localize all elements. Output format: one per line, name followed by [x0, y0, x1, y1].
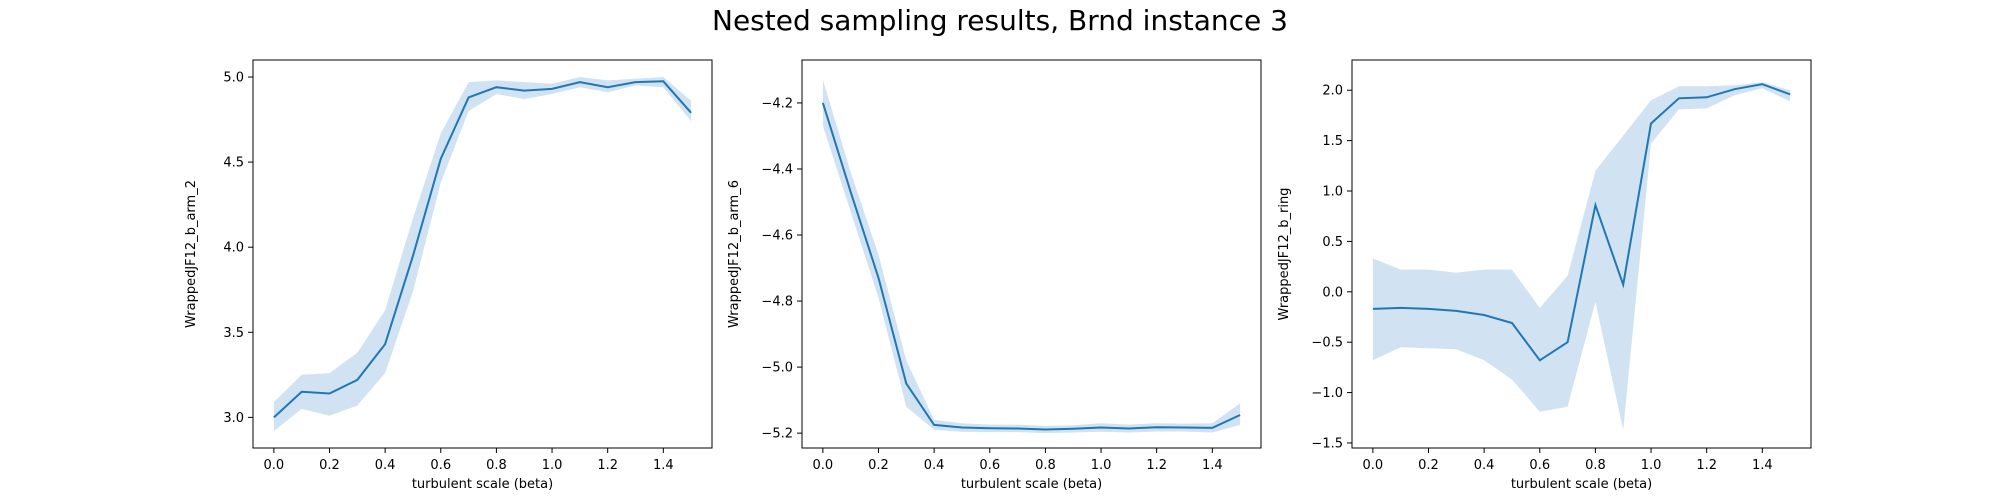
y-axis-label: WrappedJF12_b_arm_6	[727, 180, 742, 328]
x-tick-label: 1.4	[1752, 458, 1773, 473]
axes-frame	[801, 59, 1262, 449]
x-tick-label: 0.6	[979, 458, 1000, 473]
x-tick-label: 0.4	[375, 458, 396, 473]
axes-frame	[252, 59, 713, 449]
y-tick-label: −1.5	[1311, 436, 1343, 451]
x-tick-label: 0.4	[924, 458, 945, 473]
series-line	[821, 102, 1241, 431]
y-tick-label: 0.5	[1322, 235, 1343, 250]
y-tick-label: 0.0	[1322, 285, 1343, 300]
figure-title: Nested sampling results, Brnd instance 3	[712, 4, 1288, 37]
series-line	[1372, 83, 1791, 362]
y-axis-label: WrappedJF12_b_ring	[1277, 188, 1292, 321]
x-tick-label: 0.2	[319, 458, 340, 473]
x-tick-label: 0.0	[813, 458, 834, 473]
x-tick-label: 1.0	[1641, 458, 1662, 473]
x-tick-label: 0.8	[1035, 458, 1056, 473]
y-tick-label: −4.8	[761, 295, 793, 310]
confidence-band	[273, 77, 692, 431]
y-tick-label: −5.0	[761, 361, 793, 376]
x-tick-label: 1.2	[597, 458, 618, 473]
x-axis-label: turbulent scale (beta)	[961, 477, 1102, 492]
y-tick-label: 3.5	[223, 326, 244, 341]
x-tick-label: 1.4	[653, 458, 674, 473]
confidence-band	[1372, 82, 1791, 430]
x-tick-label: 0.2	[868, 458, 889, 473]
x-tick-label: 1.0	[542, 458, 563, 473]
y-tick-label: 1.5	[1322, 134, 1343, 149]
y-tick-label: 4.5	[223, 156, 244, 171]
x-tick-label: 0.4	[1474, 458, 1495, 473]
y-tick-label: −0.5	[1311, 336, 1343, 351]
x-tick-label: 0.8	[1585, 458, 1606, 473]
x-tick-label: 0.0	[1363, 458, 1384, 473]
x-tick-label: 0.2	[1418, 458, 1439, 473]
x-tick-label: 0.6	[430, 458, 451, 473]
y-tick-label: 4.0	[223, 241, 244, 256]
y-tick-label: 5.0	[223, 71, 244, 86]
y-tick-label: 3.0	[223, 411, 244, 426]
x-tick-label: 1.0	[1091, 458, 1112, 473]
y-axis-label: WrappedJF12_b_arm_2	[184, 180, 199, 328]
x-tick-label: 0.8	[486, 458, 507, 473]
y-tick-label: −5.2	[761, 427, 793, 442]
y-tick-label: −1.0	[1311, 386, 1343, 401]
x-tick-label: 1.2	[1146, 458, 1167, 473]
x-tick-label: 0.0	[264, 458, 285, 473]
y-tick-label: −4.2	[761, 96, 793, 111]
x-tick-label: 1.2	[1696, 458, 1717, 473]
y-tick-label: −4.4	[761, 162, 793, 177]
x-tick-label: 0.6	[1529, 458, 1550, 473]
x-tick-label: 1.4	[1202, 458, 1223, 473]
x-axis-label: turbulent scale (beta)	[412, 477, 553, 492]
x-axis-label: turbulent scale (beta)	[1511, 477, 1652, 492]
y-tick-label: −4.6	[761, 229, 793, 244]
series-line	[273, 80, 692, 419]
y-tick-label: 1.0	[1322, 185, 1343, 200]
y-tick-label: 2.0	[1322, 84, 1343, 99]
axes-frame	[1351, 59, 1812, 449]
